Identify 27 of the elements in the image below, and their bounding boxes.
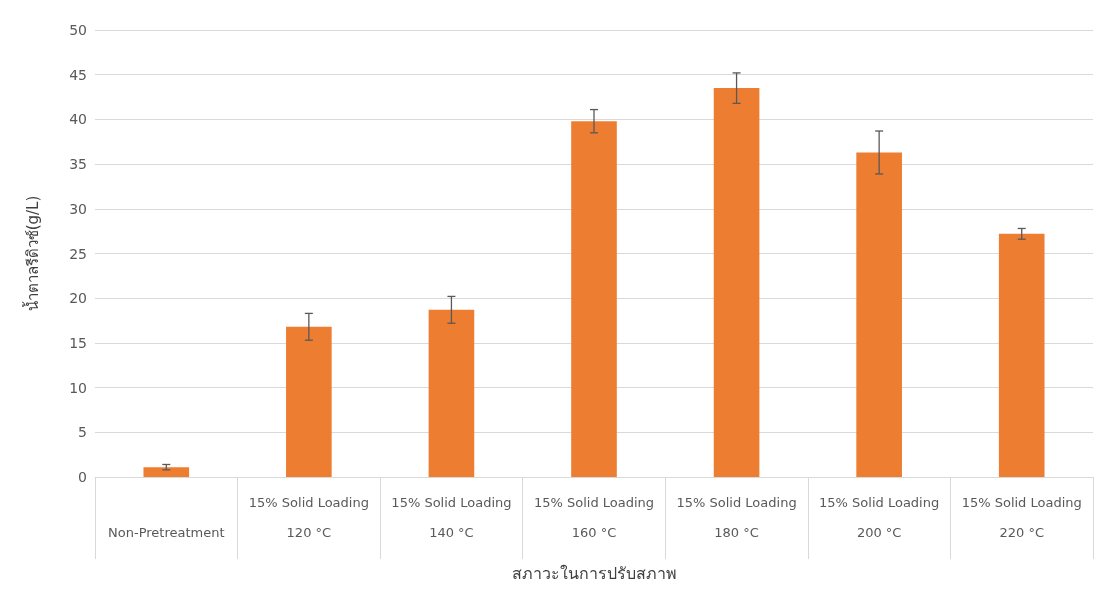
bar <box>143 467 190 477</box>
x-tick-label: 15% Solid Loading 160 °C <box>533 494 655 540</box>
bar <box>571 121 617 477</box>
y-tick-label: 30 <box>69 200 87 217</box>
y-tick-label: 50 <box>69 22 87 38</box>
x-tick-label: 15% Solid Loading 200 °C <box>819 494 940 540</box>
bar <box>998 233 1045 477</box>
x-tick-label: Non-Pretreatment <box>108 524 225 540</box>
x-tick-label: 15% Solid Loading 140 °C <box>391 494 512 540</box>
y-tick-label: 5 <box>78 424 87 441</box>
y-tick-label: 0 <box>78 469 87 485</box>
x-tick-label: 15% Solid Loading 180 °C <box>676 494 797 540</box>
x-axis-title: สภาวะในการปรับสภาพ <box>511 563 677 583</box>
y-tick-label: 35 <box>69 156 87 173</box>
bar <box>428 309 475 477</box>
y-tick-label: 20 <box>69 290 87 307</box>
x-tick-label: 15% Solid Loading 220 °C <box>961 494 1082 540</box>
x-tick-label: 15% Solid Loading 120 °C <box>248 494 369 540</box>
y-tick-label: 10 <box>69 379 87 396</box>
y-tick-label: 15 <box>69 334 87 351</box>
y-tick-label: 25 <box>69 245 87 262</box>
y-axis-title: น้ำตาลรีดิวซ์(g/L) <box>21 195 42 312</box>
bar <box>856 152 902 477</box>
bar <box>286 326 332 477</box>
y-tick-label: 45 <box>69 66 87 83</box>
y-tick-label: 40 <box>69 111 87 128</box>
bar <box>713 88 760 477</box>
